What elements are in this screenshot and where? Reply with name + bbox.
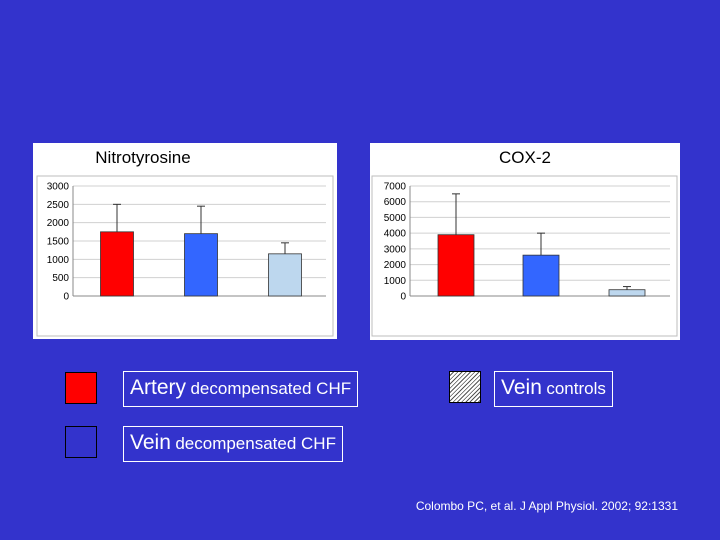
cox2-panel: COX-2 0 1000 2000 3000 4000 5000 6000 7000 (370, 143, 680, 340)
vein-legend-main: Vein (130, 431, 171, 454)
y-tick-label: 3000 (384, 244, 407, 255)
y-tick-label: 1500 (47, 237, 70, 248)
y-tick-label: 2500 (47, 200, 70, 211)
artery-legend-main: Artery (130, 376, 187, 399)
bar-2 (184, 233, 218, 297)
artery-swatch (65, 372, 97, 404)
y-tick-label: 0 (63, 292, 69, 303)
y-tick-label: 2000 (47, 218, 70, 229)
nitrotyrosine-title: Nitrotyrosine (33, 143, 253, 173)
artery-legend-label: Artery decompensated CHF (123, 371, 359, 407)
y-tick-label: 6000 (384, 197, 407, 208)
vein-swatch (65, 426, 97, 458)
bar-1 (100, 231, 134, 297)
y-tick-label: 7000 (384, 182, 407, 193)
controls-legend-label: Vein controls (494, 371, 613, 407)
bar-1 (437, 234, 475, 297)
nitrotyrosine-chart: 0 500 1000 1500 2000 2500 3000 (36, 175, 334, 337)
y-tick-label: 3000 (47, 182, 70, 193)
y-tick-label: 1000 (384, 276, 407, 287)
y-tick-label: 500 (52, 273, 69, 284)
cox2-chart: 0 1000 2000 3000 4000 5000 6000 7000 (371, 175, 678, 337)
bar-3 (608, 289, 646, 297)
y-tick-label: 5000 (384, 213, 407, 224)
vein-legend-label: Vein decompensated CHF (123, 426, 343, 462)
y-tick-label: 2000 (384, 260, 407, 271)
nitrotyrosine-panel: Nitrotyrosine 0 500 1000 1500 2000 2500 3000 (33, 143, 337, 339)
bar-3 (268, 253, 302, 297)
bar-2 (522, 254, 560, 297)
controls-swatch (449, 371, 481, 403)
cox2-title: COX-2 (370, 143, 680, 173)
y-tick-label: 0 (400, 292, 406, 303)
controls-legend-main: Vein (501, 376, 542, 399)
artery-legend-rest: decompensated CHF (190, 379, 352, 398)
vein-legend-rest: decompensated CHF (175, 434, 336, 453)
controls-legend-rest: controls (546, 379, 606, 398)
citation: Colombo PC, et al. J Appl Physiol. 2002;… (415, 499, 678, 513)
y-tick-label: 1000 (47, 255, 70, 266)
y-tick-label: 4000 (384, 229, 407, 240)
